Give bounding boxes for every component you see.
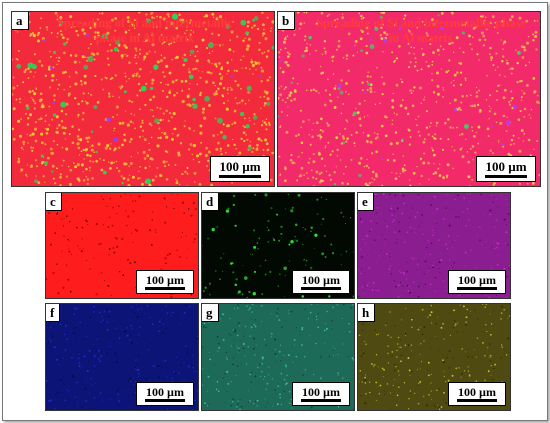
panel-b-scale-text: 100 µm [485,159,527,174]
panel-b-label: b [278,12,296,30]
panel-e-scale-bar: 100 µm [448,270,506,294]
panel-a-scale-bar: 100 µm [210,156,270,182]
panel-c-scale-bar: 100 µm [136,270,194,294]
panel-a-label: a [12,12,29,30]
panel-e-image: e 100 µm [357,192,511,299]
panel-c-scale-line [145,287,185,290]
panel-h-image: h 100 µm [357,303,511,411]
panel-b-scale-bar: 100 µm [476,156,536,182]
panel-e-label: e [358,193,374,211]
panel-g-label: g [202,304,219,322]
panel-a-scale-line [219,175,261,178]
panel-e-scale-text: 100 µm [458,273,496,287]
panel-h-scale-line [457,399,497,402]
panel-d-scale-line [301,287,341,290]
panel-c-image: c 100 µm [45,192,199,299]
panel-d-label: d [202,193,220,211]
panel-b-image: b Spreading of Si and intermetallic phas… [277,11,541,187]
panel-g-image: g 100 µm [201,303,355,411]
panel-b-scale-line [485,175,527,178]
panel-g-scale-text: 100 µm [302,385,340,399]
panel-f-label: f [46,304,61,322]
panel-h-scale-text: 100 µm [458,385,496,399]
panel-d-scale-text: 100 µm [302,273,340,287]
panel-a-image: a Spreading of Si and intermetallic phas… [11,11,275,187]
panel-b-title: Spreading of Si and intermetallic phase … [316,16,526,45]
panel-g-scale-line [301,399,341,402]
panel-f-scale-line [145,399,185,402]
panel-e-scale-line [457,287,497,290]
panel-c-scale-text: 100 µm [146,273,184,287]
panel-g-scale-bar: 100 µm [292,382,350,406]
panel-d-scale-bar: 100 µm [292,270,350,294]
panel-d-image: d 100 µm [201,192,355,299]
panel-a-title: Spreading of Si and intermetallic phase … [56,16,234,45]
panel-a-scale-text: 100 µm [219,159,261,174]
panel-f-scale-text: 100 µm [146,385,184,399]
panel-c-label: c [46,193,62,211]
panel-a-texture [12,12,274,186]
panel-h-scale-bar: 100 µm [448,382,506,406]
panel-f-scale-bar: 100 µm [136,382,194,406]
panel-h-label: h [358,304,376,322]
panel-f-image: f 100 µm [45,303,199,411]
